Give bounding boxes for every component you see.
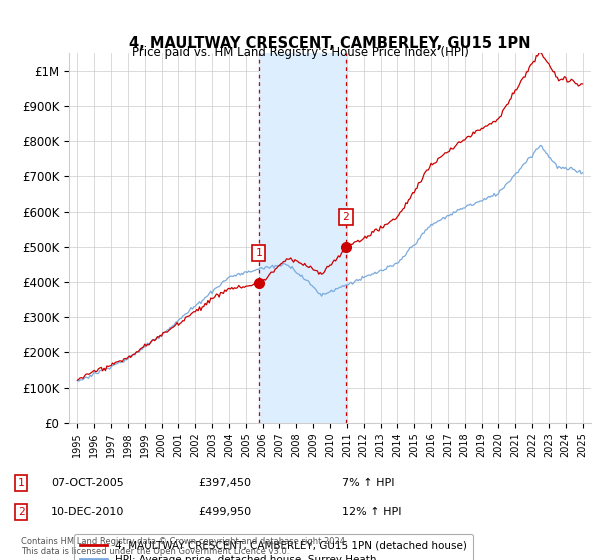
Text: 12% ↑ HPI: 12% ↑ HPI	[342, 507, 401, 517]
Bar	[259, 53, 346, 423]
Text: £397,450: £397,450	[198, 478, 251, 488]
Text: 7% ↑ HPI: 7% ↑ HPI	[342, 478, 395, 488]
Title: 4, MAULTWAY CRESCENT, CAMBERLEY, GU15 1PN: 4, MAULTWAY CRESCENT, CAMBERLEY, GU15 1P…	[129, 36, 531, 50]
Text: 1: 1	[256, 248, 262, 258]
Text: 1: 1	[17, 478, 25, 488]
Text: 2: 2	[17, 507, 25, 517]
Text: 2: 2	[343, 212, 349, 222]
Legend: 4, MAULTWAY CRESCENT, CAMBERLEY, GU15 1PN (detached house), HPI: Average price, : 4, MAULTWAY CRESCENT, CAMBERLEY, GU15 1P…	[74, 534, 473, 560]
Text: Price paid vs. HM Land Registry's House Price Index (HPI): Price paid vs. HM Land Registry's House …	[131, 46, 469, 59]
Text: £499,950: £499,950	[198, 507, 251, 517]
Text: Contains HM Land Registry data © Crown copyright and database right 2024.
This d: Contains HM Land Registry data © Crown c…	[21, 536, 347, 556]
Text: 07-OCT-2005: 07-OCT-2005	[51, 478, 124, 488]
Text: 10-DEC-2010: 10-DEC-2010	[51, 507, 124, 517]
